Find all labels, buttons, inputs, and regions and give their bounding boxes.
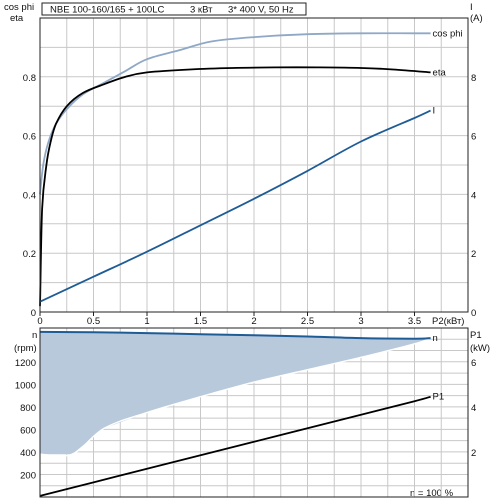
- p1-curve-label: P1: [433, 392, 445, 403]
- current-curve-label: I: [433, 106, 436, 117]
- top-left-tick-label: 0.8: [23, 73, 36, 84]
- header-box: [41, 2, 307, 16]
- bottom-left-tick-label: 800: [20, 403, 36, 414]
- speed-curve: [39, 330, 431, 340]
- top-right-axis-title-1: I: [470, 2, 473, 13]
- header-power: 3 кВт: [190, 5, 213, 16]
- bottom-left-tick-label: 1000: [15, 380, 36, 391]
- top-left-tick-label: 0.2: [23, 249, 36, 260]
- x-tick-label: 3: [358, 316, 363, 327]
- data-layer: cos phi eta In P1: [39, 28, 463, 497]
- frame-layer: [39, 17, 469, 498]
- p1-curve: [39, 395, 431, 497]
- top-left-axis-title-2: eta: [10, 13, 24, 24]
- top-right-tick-label: 6: [471, 132, 476, 143]
- bottom-right-tick-label: 2: [471, 448, 476, 459]
- bottom-plot-frame: [39, 327, 469, 498]
- top-left-axis-title-1: cos phi: [4, 2, 34, 13]
- speed-range-area: [40, 331, 431, 455]
- bottom-left-tick-label: 400: [20, 448, 36, 459]
- x-tick-label: 2: [251, 316, 256, 327]
- top-right-tick-label: 8: [471, 73, 476, 84]
- speed-curve-label: n: [433, 333, 438, 344]
- bottom-left-tick-label: 200: [20, 470, 36, 481]
- bottom-left-tick-label: 600: [20, 425, 36, 436]
- top-left-tick-label: 0.4: [23, 190, 36, 201]
- speed-lower-boundary: [39, 337, 431, 457]
- top-right-tick-label: 2: [471, 249, 476, 260]
- top-right-tick-label: 0: [471, 308, 476, 319]
- x-tick-label: 1.5: [194, 316, 207, 327]
- current-curve: [39, 109, 431, 303]
- bottom-right-axis-title-2: (kW): [470, 343, 490, 354]
- bottom-right-tick-label: 4: [471, 403, 476, 414]
- speed-footer-label: n = 100 %: [410, 488, 454, 499]
- x-tick-label: 0.5: [87, 316, 100, 327]
- x-axis-label: P2(кВт): [432, 316, 464, 327]
- tick-labels-layer: 0 0.5 1 1.5 2 2.5 3 3.5 0 0.2 0.4 0.6 0.8 0 2 4 6 8 200 400…: [15, 73, 476, 482]
- cos-phi-curve-label: cos phi: [433, 28, 463, 39]
- x-tick-label: 3.5: [408, 316, 421, 327]
- top-left-tick-label: 0.6: [23, 132, 36, 143]
- top-right-tick-label: 4: [471, 190, 476, 201]
- x-tick-label: 1: [144, 316, 149, 327]
- bottom-right-axis-title-1: P1: [470, 330, 482, 341]
- cos-phi-curve: [39, 32, 431, 195]
- header-supply: 3* 400 V, 50 Hz: [228, 5, 294, 16]
- bottom-left-axis-title-2: (rpm): [14, 343, 37, 354]
- bottom-right-tick-label: 6: [471, 358, 476, 369]
- x-tick-label: 2.5: [301, 316, 314, 327]
- bottom-left-axis-title-1: n: [32, 330, 37, 341]
- top-left-tick-label: 0: [31, 308, 36, 319]
- bottom-left-tick-label: 1200: [15, 358, 36, 369]
- header-title: NBE 100-160/165 + 100LC: [50, 5, 164, 16]
- eta-curve: [39, 66, 431, 307]
- x-tick-label: 0: [37, 316, 42, 327]
- top-right-axis-title-2: (A): [470, 13, 483, 24]
- eta-curve-label: eta: [433, 67, 447, 78]
